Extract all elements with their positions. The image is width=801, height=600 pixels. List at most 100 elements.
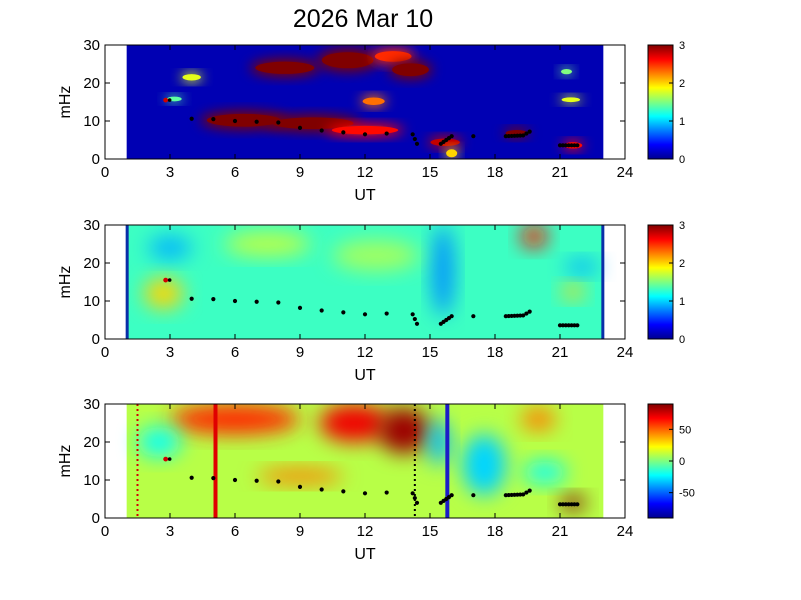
colorbar-gradient <box>647 403 674 519</box>
ridge-point <box>572 143 577 148</box>
colorbar-tick-label: 1 <box>679 296 685 308</box>
ridge-point <box>276 300 281 305</box>
heatmap-hotspot-core <box>182 74 201 81</box>
y-axis-label: mHz <box>57 86 74 119</box>
heatmap-hotspot <box>462 434 506 496</box>
ridge-point <box>362 491 368 496</box>
ridge-point <box>572 323 577 328</box>
heatmap-hotspot <box>170 404 300 435</box>
heatmap-hotspot <box>521 225 547 248</box>
ridge-point <box>557 502 563 507</box>
heatmap-hotspot-core <box>272 117 354 130</box>
heatmap-hotspot <box>148 236 192 260</box>
ridge-point <box>189 475 194 480</box>
ridge-point <box>414 321 420 326</box>
ridge-point <box>297 484 303 489</box>
ridge-point <box>341 310 346 315</box>
ridge-point <box>572 502 577 507</box>
ridge-point <box>254 299 259 304</box>
ridge-point <box>276 479 281 484</box>
data-range-start-bar <box>125 225 129 339</box>
x-tick-label: 18 <box>487 164 504 181</box>
heatmap-hotspot <box>427 419 450 465</box>
ridge-point <box>557 143 563 148</box>
ridge-point <box>341 489 346 494</box>
outlier-point <box>163 97 169 103</box>
x-axis-label: UT <box>354 187 376 204</box>
ridge-point <box>471 493 476 498</box>
ridge-point <box>569 323 574 328</box>
x-tick-label: 3 <box>166 523 174 540</box>
heatmap-hotspot-core <box>321 52 374 69</box>
overlay-layer <box>136 404 580 518</box>
axes: 0 3 6 9 12 15 18 21 24 0 10 20 30 <box>83 396 633 540</box>
ridge-point <box>384 311 389 316</box>
ridge-point <box>410 312 415 317</box>
colorbar-tick-label: 2 <box>679 258 685 270</box>
x-tick-label: 24 <box>617 523 634 540</box>
colorbar-tick-label: 0 <box>679 154 685 166</box>
x-tick-label: 21 <box>552 523 569 540</box>
ridge-point <box>189 296 194 301</box>
axes: 0 3 6 9 12 15 18 21 24 0 10 20 30 <box>83 217 633 361</box>
ridge-point <box>254 478 259 483</box>
outlier-point <box>163 277 169 283</box>
x-tick-label: 12 <box>357 164 374 181</box>
ridge-point <box>471 134 476 139</box>
colorbar: 50 0 -50 <box>647 403 695 519</box>
panel-bottom-dynamic-spectrum: 0 3 6 9 12 15 18 21 24 0 10 20 30 UT mHz 50 0 -50 <box>57 396 695 563</box>
outlier-point <box>167 98 172 102</box>
ridge-point <box>297 125 303 130</box>
heatmap-layer <box>126 45 604 159</box>
y-axis-label: mHz <box>57 266 74 299</box>
ridge-point <box>560 323 565 328</box>
ridge-point <box>575 323 580 328</box>
overlay-layer <box>163 97 580 148</box>
x-tick-label: 6 <box>231 344 239 361</box>
ridge-point <box>566 502 571 507</box>
y-tick-label: 10 <box>83 113 100 130</box>
ridge-point <box>410 132 415 137</box>
ridge-point <box>527 309 532 314</box>
colorbar-tick-label: -50 <box>679 488 695 500</box>
x-tick-label: 21 <box>552 164 569 181</box>
x-tick-label: 24 <box>617 344 634 361</box>
colorbar-tick-label: 3 <box>679 220 685 232</box>
colorbar: 0 1 2 3 <box>647 220 685 346</box>
ridge-point <box>521 133 526 138</box>
ridge-point <box>527 129 532 134</box>
heatmap-hotspot-core <box>392 63 429 77</box>
ridge-point <box>362 132 368 137</box>
heatmap-hotspot <box>564 259 600 275</box>
ridge-point <box>232 118 238 124</box>
x-tick-label: 9 <box>296 344 304 361</box>
outlier-point <box>167 457 172 461</box>
ridge-point <box>524 311 529 316</box>
ridge-point <box>449 314 454 319</box>
ridge-point <box>412 316 417 322</box>
ridge-point <box>319 487 324 492</box>
data-range-end-bar <box>601 225 605 339</box>
overlay-layer <box>125 225 605 339</box>
x-tick-label: 15 <box>422 523 439 540</box>
y-tick-label: 30 <box>83 37 100 54</box>
x-axis-label: UT <box>354 367 376 384</box>
ridge-point <box>566 323 571 328</box>
ridge-point <box>412 136 417 142</box>
heatmap-hotspot <box>256 468 344 484</box>
ridge-point <box>560 143 565 148</box>
ridge-point <box>319 308 324 313</box>
y-tick-label: 20 <box>83 255 100 272</box>
outlier-point <box>163 456 169 462</box>
x-tick-label: 0 <box>101 344 109 361</box>
x-tick-label: 15 <box>422 344 439 361</box>
x-tick-label: 3 <box>166 164 174 181</box>
ridge-point <box>211 297 216 302</box>
heatmap-hotspot <box>562 283 584 300</box>
y-tick-label: 10 <box>83 472 100 489</box>
y-tick-label: 0 <box>92 151 100 168</box>
outlier-point <box>167 278 172 282</box>
x-tick-label: 0 <box>101 523 109 540</box>
